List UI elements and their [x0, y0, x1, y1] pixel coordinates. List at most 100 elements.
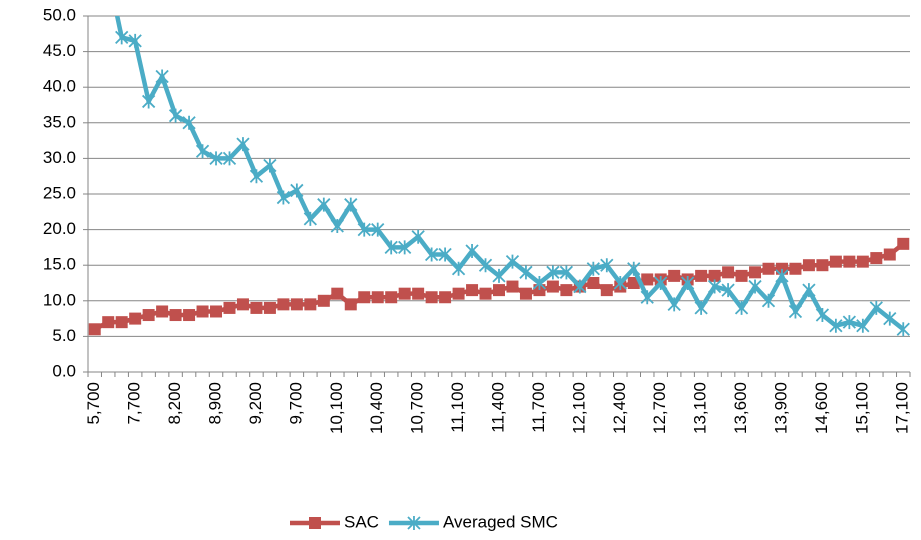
data-point [734, 300, 749, 315]
data-point [276, 190, 291, 205]
x-tick-label: 12,700 [650, 382, 669, 434]
legend-label: SAC [344, 512, 379, 531]
data-point [789, 262, 802, 275]
data-point [412, 287, 425, 300]
data-point [195, 144, 210, 159]
data-point [209, 151, 223, 166]
y-tick-label: 25.0 [43, 183, 76, 202]
y-tick-label: 20.0 [43, 219, 76, 238]
y-tick-label: 5.0 [52, 326, 76, 345]
x-tick-label: 9,700 [286, 382, 305, 425]
data-point [761, 293, 776, 308]
data-point [358, 291, 371, 304]
data-point [587, 277, 600, 289]
data-point [721, 283, 735, 298]
x-tick-label: 10,700 [408, 382, 427, 434]
data-point [478, 258, 493, 273]
data-point [856, 255, 869, 268]
data-point [816, 259, 829, 272]
data-point [102, 316, 115, 329]
x-tick-label: 13,600 [731, 382, 750, 434]
data-point [385, 291, 398, 304]
x-tick-label: 13,100 [691, 382, 710, 434]
x-tick-label: 12,400 [610, 382, 629, 434]
data-point [290, 298, 303, 311]
data-point [627, 261, 641, 276]
data-point [128, 33, 142, 48]
data-point [613, 276, 627, 290]
data-point [479, 287, 492, 300]
data-point [802, 283, 816, 298]
data-point [667, 297, 681, 312]
data-point [707, 279, 722, 294]
data-point [493, 284, 505, 297]
data-point [560, 284, 573, 297]
data-point [546, 280, 559, 293]
data-point [263, 158, 277, 173]
x-tick-label: 9,200 [246, 382, 265, 425]
data-point [169, 309, 182, 322]
data-point [829, 255, 842, 268]
data-point [182, 115, 196, 130]
y-tick-label: 10.0 [43, 290, 76, 309]
data-point [451, 261, 466, 276]
data-point [788, 304, 803, 319]
legend-label: Averaged SMC [443, 512, 558, 531]
legend-marker [309, 517, 321, 529]
data-point [88, 323, 101, 336]
data-point [210, 305, 223, 318]
data-point [250, 301, 263, 314]
data-point [183, 309, 196, 322]
data-point [331, 287, 344, 300]
data-point [829, 318, 843, 333]
y-tick-label: 45.0 [43, 41, 76, 60]
data-point [815, 308, 830, 323]
data-point [142, 94, 156, 109]
data-point [371, 291, 384, 304]
data-point [196, 305, 209, 318]
data-point [142, 309, 155, 322]
data-point [505, 254, 520, 269]
data-point [600, 284, 613, 297]
data-point [546, 265, 560, 280]
legend-marker [407, 516, 421, 530]
x-tick-label: 12,100 [569, 382, 588, 434]
data-point [129, 312, 142, 325]
data-point [411, 229, 425, 244]
data-point [519, 265, 533, 280]
data-point [317, 294, 330, 307]
data-point [290, 183, 304, 198]
data-point [156, 305, 169, 318]
data-point [371, 222, 385, 237]
data-point [843, 255, 856, 268]
data-point [223, 301, 236, 314]
data-point [802, 259, 815, 272]
x-tick-label: 15,100 [852, 382, 871, 434]
data-point [303, 211, 317, 226]
data-point [452, 287, 465, 300]
data-point [668, 269, 681, 282]
data-point [896, 322, 910, 337]
data-point [600, 258, 614, 273]
x-tick-label: 11,100 [448, 382, 467, 433]
x-tick-label: 10,100 [327, 382, 346, 434]
data-point [398, 240, 412, 255]
data-point [748, 279, 762, 294]
data-point [735, 269, 748, 282]
x-tick-label: 11,400 [488, 382, 507, 433]
data-point [263, 301, 276, 314]
data-point [641, 273, 654, 286]
data-point [506, 280, 519, 293]
data-point [856, 318, 870, 333]
data-point [384, 240, 398, 255]
data-point [519, 287, 532, 300]
y-tick-label: 0.0 [52, 361, 76, 380]
data-point [425, 291, 438, 304]
data-point [695, 269, 708, 282]
y-tick-label: 30.0 [43, 148, 76, 167]
y-tick-label: 35.0 [43, 112, 76, 131]
data-point [357, 222, 371, 237]
data-point [869, 300, 883, 315]
y-tick-label: 40.0 [43, 77, 76, 96]
x-tick-label: 14,600 [812, 382, 831, 434]
